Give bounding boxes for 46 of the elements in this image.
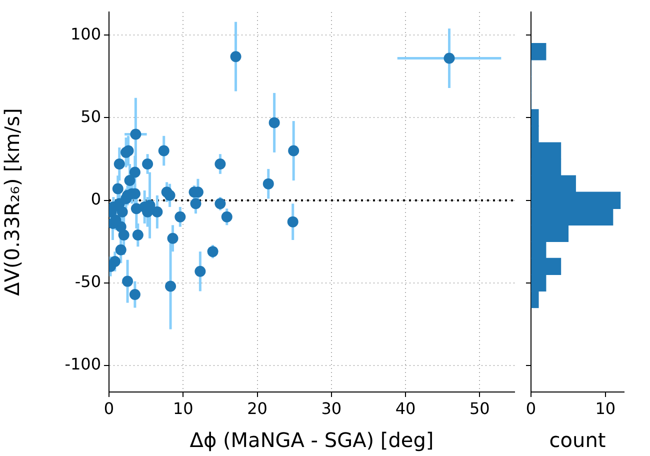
point <box>130 203 142 214</box>
x-tick-label: 40 <box>395 398 416 418</box>
point <box>124 175 136 186</box>
point <box>122 276 134 287</box>
x-tick-label: 50 <box>469 398 490 418</box>
point <box>221 211 232 222</box>
point <box>174 211 186 222</box>
y-tick-label: 50 <box>80 106 101 126</box>
point <box>262 178 274 190</box>
x-tick-label: 30 <box>321 398 342 418</box>
point <box>207 246 218 258</box>
point <box>158 145 170 156</box>
y-tick-label: -50 <box>74 272 101 292</box>
x-tick-label: 20 <box>247 398 268 418</box>
y-tick-label: 100 <box>70 24 101 44</box>
point <box>268 117 280 128</box>
point <box>214 198 226 210</box>
point <box>287 216 298 228</box>
x-axis-title: Δϕ (MaNGA - SGA) [deg] <box>190 428 434 452</box>
point <box>165 280 176 292</box>
point <box>118 230 130 241</box>
point <box>112 183 124 194</box>
x-axis-title: count <box>549 428 606 452</box>
point <box>167 232 178 244</box>
point <box>132 230 144 241</box>
y-tick-label: -100 <box>64 354 101 374</box>
point <box>114 158 125 170</box>
x-tick-label: 0 <box>526 398 536 418</box>
point <box>444 52 455 64</box>
point <box>190 198 202 210</box>
point <box>194 266 206 277</box>
x-tick-label: 0 <box>104 398 114 418</box>
y-tick-label: 0 <box>90 190 101 209</box>
point <box>288 145 300 156</box>
point <box>142 158 154 170</box>
point <box>130 128 142 140</box>
point <box>129 166 140 178</box>
point <box>115 244 126 256</box>
x-tick-label: 10 <box>595 398 616 418</box>
point <box>129 289 140 300</box>
x-tick-label: 10 <box>172 398 194 418</box>
point <box>164 190 176 201</box>
point <box>214 158 226 170</box>
point <box>152 206 163 218</box>
point <box>230 51 242 62</box>
y-axis-title: ΔV(0.33R₂₆) [km/s] <box>0 108 24 296</box>
